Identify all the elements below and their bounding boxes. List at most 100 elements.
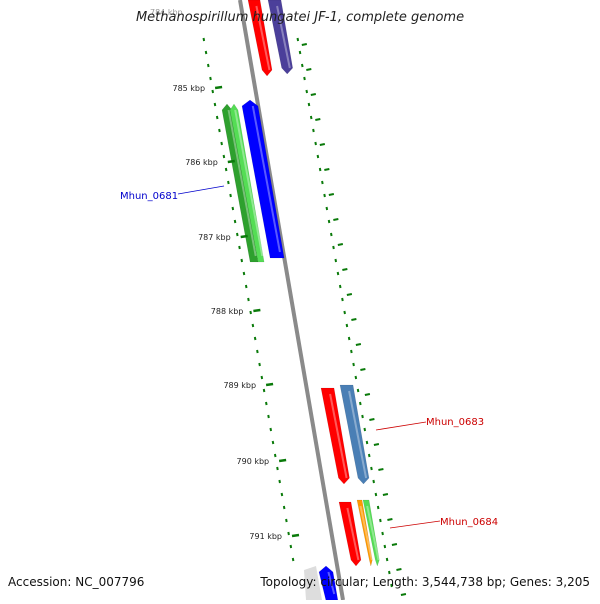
genome-backbone xyxy=(238,0,345,601)
track-tick xyxy=(303,76,306,81)
topology-text: Topology: circular; Length: 3,544,738 bp… xyxy=(260,575,590,589)
gene-red-mid-shine xyxy=(329,393,348,479)
track-tick xyxy=(242,271,246,276)
tick-label: 785 kbp xyxy=(172,84,205,93)
track-tick xyxy=(240,258,244,263)
minor-tick xyxy=(324,168,330,171)
feature-track-ticks xyxy=(202,37,393,588)
track-tick xyxy=(227,180,230,185)
track-tick xyxy=(388,570,391,575)
track-tick xyxy=(359,401,362,406)
track-tick xyxy=(222,154,226,159)
track-tick xyxy=(256,349,259,354)
minor-tick xyxy=(306,68,312,71)
track-tick xyxy=(209,76,212,81)
tick-label: 789 kbp xyxy=(223,381,256,390)
track-tick xyxy=(376,505,380,510)
track-tick xyxy=(338,284,342,289)
track-tick xyxy=(352,362,355,367)
track-tick xyxy=(379,518,382,523)
track-tick xyxy=(273,453,277,458)
track-tick xyxy=(285,518,288,523)
label-leaders: Mhun_0681 Mhun_0683 Mhun_0684 xyxy=(120,185,498,529)
minor-tick xyxy=(301,43,307,46)
track-tick xyxy=(312,128,315,133)
gene-orange-shine xyxy=(359,505,373,561)
track-tick xyxy=(287,531,290,536)
track-tick xyxy=(316,154,320,159)
track-tick xyxy=(229,193,232,198)
track-tick xyxy=(350,349,353,354)
track-tick xyxy=(253,336,257,341)
track-tick xyxy=(267,414,270,419)
track-tick xyxy=(305,89,309,94)
track-tick xyxy=(211,89,215,94)
tick-label: 788 kbp xyxy=(211,307,244,316)
gene-red-low-shine xyxy=(346,507,360,561)
track-tick xyxy=(262,388,266,393)
track-tick xyxy=(298,50,302,55)
track-tick xyxy=(231,206,235,211)
gene-red-mid xyxy=(320,387,350,485)
track-tick xyxy=(278,479,281,484)
track-tick xyxy=(289,544,293,549)
track-tick xyxy=(269,427,273,432)
tick-label-cut: 784 kbp xyxy=(150,8,183,17)
minor-tick xyxy=(337,243,344,246)
track-tick xyxy=(336,271,340,276)
track-tick xyxy=(327,219,331,224)
track-tick xyxy=(236,232,239,237)
gene-label: Mhun_0684 xyxy=(440,517,498,528)
major-tick xyxy=(253,308,261,313)
minor-tick xyxy=(328,193,335,196)
scale-ticks: 785 kbp 786 kbp 787 kbp 788 kbp 789 kbp 790 k… xyxy=(172,43,407,596)
track-tick xyxy=(271,440,275,445)
track-tick xyxy=(334,258,338,263)
track-tick xyxy=(347,336,351,341)
gene-red-low xyxy=(338,501,362,567)
map-title: Methanospirillum hungatei JF-1, complete… xyxy=(135,10,465,25)
track-tick xyxy=(321,180,324,185)
leader-line xyxy=(177,185,225,195)
minor-tick xyxy=(364,393,371,396)
minor-tick xyxy=(319,143,326,146)
track-tick xyxy=(238,245,241,250)
track-tick xyxy=(325,206,329,211)
minor-tick xyxy=(342,268,348,271)
track-tick xyxy=(363,427,367,432)
gene-green-2 xyxy=(229,103,265,263)
major-tick xyxy=(227,159,235,164)
track-tick xyxy=(345,323,349,328)
track-tick xyxy=(260,375,264,380)
minor-tick xyxy=(333,218,339,221)
track-tick xyxy=(323,193,326,198)
track-tick xyxy=(280,492,284,497)
leader-line xyxy=(375,421,427,431)
gene-green-2-shine xyxy=(234,109,264,257)
minor-tick xyxy=(373,443,380,446)
track-tick xyxy=(318,167,322,172)
track-tick xyxy=(276,466,279,471)
gene-red-top xyxy=(247,0,273,77)
track-tick xyxy=(244,284,248,289)
accession-text: Accession: NC_007796 xyxy=(8,575,145,589)
gene-steelblue xyxy=(339,384,370,485)
track-tick xyxy=(204,50,208,55)
track-tick xyxy=(258,362,261,367)
track-tick xyxy=(372,479,375,484)
minor-tick xyxy=(351,318,357,321)
gene-steelblue-shine xyxy=(348,390,368,479)
track-tick xyxy=(381,531,384,536)
gene-blue xyxy=(241,99,285,259)
track-tick xyxy=(385,557,389,562)
minor-tick xyxy=(315,118,321,121)
track-tick xyxy=(374,492,378,497)
track-tick xyxy=(332,245,335,250)
track-tick xyxy=(247,297,250,302)
gene-navy-top-shine xyxy=(276,5,291,69)
track-tick xyxy=(220,141,223,146)
track-tick xyxy=(330,232,333,237)
track-tick xyxy=(390,583,393,588)
major-tick xyxy=(278,458,287,463)
